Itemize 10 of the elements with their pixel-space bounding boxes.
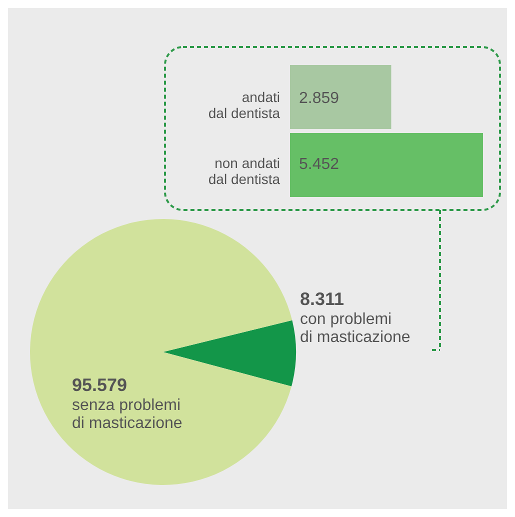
y-tick-label: non andati dal dentista xyxy=(208,155,280,187)
pie-slice xyxy=(30,219,292,485)
pie-slice xyxy=(163,320,296,386)
slice-label: senza problemi di masticazione xyxy=(72,397,182,432)
y-tick-label: andati dal dentista xyxy=(208,89,280,121)
data-label: 8.311 xyxy=(300,289,344,309)
slice-label: con problemi di masticazione xyxy=(300,311,410,346)
data-label: 5.452 xyxy=(299,156,340,173)
data-label: 2.859 xyxy=(299,90,340,107)
data-label: 95.579 xyxy=(72,375,128,395)
